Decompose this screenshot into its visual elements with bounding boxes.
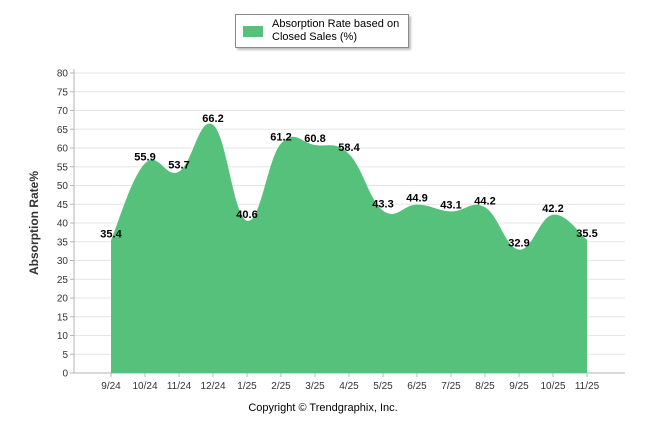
y-tick-label: 35 — [57, 237, 69, 248]
x-tick-label: 10/25 — [540, 381, 565, 392]
y-tick-label: 70 — [57, 106, 69, 117]
copyright-text: Copyright © Trendgraphix, Inc. — [248, 402, 398, 414]
y-tick-label: 30 — [57, 256, 69, 267]
y-tick-label: 60 — [57, 144, 69, 155]
data-label: 66.2 — [202, 113, 223, 125]
x-tick-label: 1/25 — [237, 381, 257, 392]
y-tick-label: 15 — [57, 312, 69, 323]
x-tick-label: 9/25 — [509, 381, 529, 392]
x-tick-label: 12/24 — [200, 381, 225, 392]
y-tick-label: 0 — [62, 369, 68, 380]
y-tick-label: 75 — [57, 87, 69, 98]
x-tick-label: 9/24 — [101, 381, 121, 392]
x-tick-label: 6/25 — [407, 381, 427, 392]
x-tick-label: 10/24 — [132, 381, 157, 392]
x-tick-label: 8/25 — [475, 381, 495, 392]
data-label: 35.5 — [576, 228, 597, 240]
y-tick-label: 5 — [62, 350, 68, 361]
data-label: 60.8 — [304, 133, 325, 145]
x-tick-label: 5/25 — [373, 381, 393, 392]
data-label: 44.2 — [474, 195, 495, 207]
y-tick-label: 65 — [57, 125, 69, 136]
y-tick-label: 50 — [57, 181, 69, 192]
data-label: 55.9 — [134, 151, 155, 163]
data-label: 43.3 — [372, 199, 393, 211]
y-tick-label: 80 — [57, 69, 69, 80]
data-label: 32.9 — [508, 238, 529, 250]
data-label: 61.2 — [270, 132, 291, 144]
y-axis-label: Absorption Rate% — [27, 170, 41, 276]
data-label: 44.9 — [406, 193, 427, 205]
y-tick-label: 20 — [57, 294, 69, 305]
x-tick-label: 4/25 — [339, 381, 359, 392]
x-tick-label: 2/25 — [271, 381, 291, 392]
y-tick-label: 40 — [57, 219, 69, 230]
data-label: 40.6 — [236, 209, 257, 221]
data-label: 58.4 — [338, 142, 360, 154]
x-tick-label: 7/25 — [441, 381, 461, 392]
data-label: 43.1 — [440, 199, 461, 211]
legend-label: Absorption Rate based on Closed Sales (%… — [272, 18, 400, 43]
y-tick-label: 10 — [57, 331, 69, 342]
x-tick-label: 11/25 — [575, 381, 600, 392]
x-tick-label: 11/24 — [167, 381, 192, 392]
y-tick-label: 45 — [57, 200, 69, 211]
data-label: 42.2 — [542, 203, 563, 215]
legend-swatch — [243, 26, 263, 37]
x-tick-label: 3/25 — [305, 381, 325, 392]
chart-legend: Absorption Rate based on Closed Sales (%… — [235, 14, 409, 48]
data-label: 35.4 — [100, 228, 122, 240]
y-tick-label: 25 — [57, 275, 69, 286]
y-tick-label: 55 — [57, 162, 69, 173]
area-series — [111, 123, 587, 373]
data-label: 53.7 — [168, 160, 189, 172]
